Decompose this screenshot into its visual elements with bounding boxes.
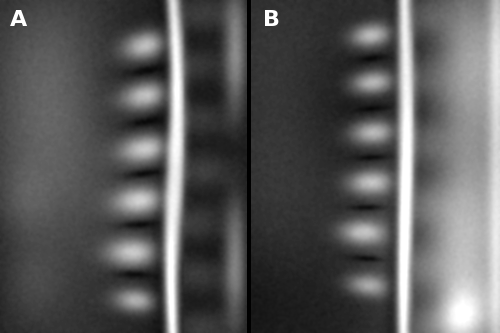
Text: A: A <box>10 10 27 30</box>
Text: B: B <box>264 10 280 30</box>
